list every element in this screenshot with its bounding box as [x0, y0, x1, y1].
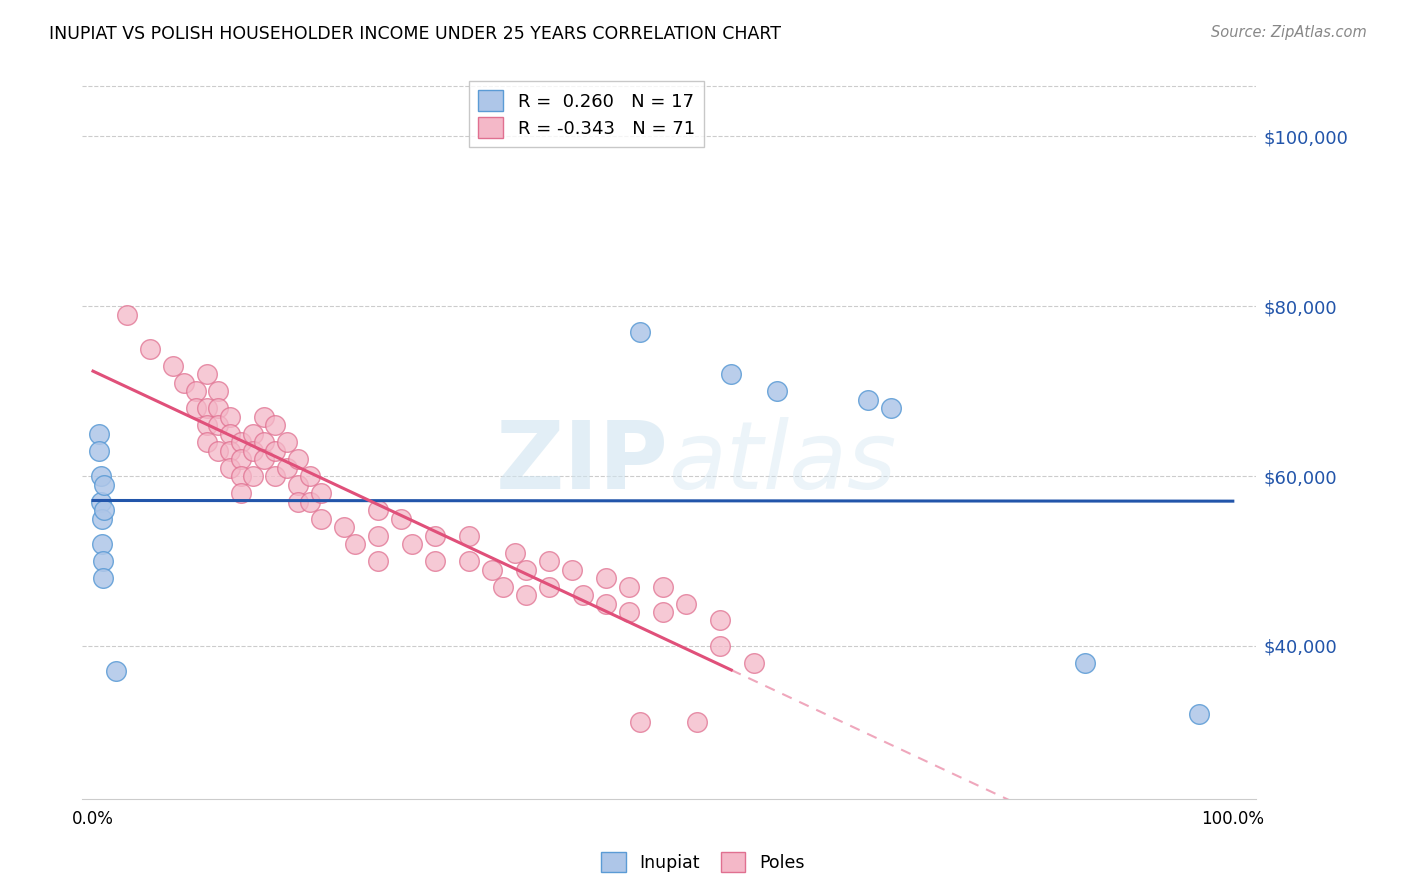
- Point: [195, 418, 218, 433]
- Point: [218, 443, 240, 458]
- Text: atlas: atlas: [669, 417, 897, 508]
- Point: [309, 486, 332, 500]
- Point: [264, 443, 287, 458]
- Point: [207, 401, 229, 416]
- Point: [207, 443, 229, 458]
- Point: [742, 656, 765, 670]
- Point: [481, 563, 503, 577]
- Point: [139, 342, 162, 356]
- Point: [628, 325, 651, 339]
- Point: [651, 580, 673, 594]
- Point: [709, 614, 731, 628]
- Point: [90, 494, 112, 508]
- Point: [595, 597, 617, 611]
- Point: [367, 554, 389, 568]
- Point: [595, 571, 617, 585]
- Point: [675, 597, 697, 611]
- Point: [253, 435, 276, 450]
- Point: [686, 715, 709, 730]
- Text: Source: ZipAtlas.com: Source: ZipAtlas.com: [1211, 25, 1367, 40]
- Point: [207, 418, 229, 433]
- Point: [515, 588, 537, 602]
- Point: [332, 520, 354, 534]
- Point: [93, 477, 115, 491]
- Point: [231, 435, 253, 450]
- Point: [104, 665, 127, 679]
- Point: [537, 580, 560, 594]
- Point: [231, 486, 253, 500]
- Point: [184, 384, 207, 399]
- Point: [1073, 656, 1095, 670]
- Point: [253, 452, 276, 467]
- Point: [458, 554, 481, 568]
- Point: [87, 443, 110, 458]
- Point: [344, 537, 367, 551]
- Point: [264, 469, 287, 483]
- Point: [218, 426, 240, 441]
- Point: [231, 469, 253, 483]
- Point: [298, 469, 321, 483]
- Point: [91, 537, 114, 551]
- Text: ZIP: ZIP: [496, 417, 669, 509]
- Point: [287, 494, 309, 508]
- Point: [651, 605, 673, 619]
- Point: [298, 494, 321, 508]
- Point: [856, 392, 879, 407]
- Point: [537, 554, 560, 568]
- Point: [276, 460, 298, 475]
- Point: [309, 511, 332, 525]
- Point: [561, 563, 583, 577]
- Point: [423, 554, 446, 568]
- Point: [880, 401, 903, 416]
- Point: [253, 409, 276, 424]
- Point: [162, 359, 184, 373]
- Point: [184, 401, 207, 416]
- Text: INUPIAT VS POLISH HOUSEHOLDER INCOME UNDER 25 YEARS CORRELATION CHART: INUPIAT VS POLISH HOUSEHOLDER INCOME UND…: [49, 25, 782, 43]
- Point: [93, 503, 115, 517]
- Point: [617, 605, 640, 619]
- Point: [218, 409, 240, 424]
- Point: [173, 376, 195, 390]
- Point: [231, 452, 253, 467]
- Point: [195, 435, 218, 450]
- Point: [90, 469, 112, 483]
- Point: [1188, 706, 1211, 721]
- Point: [264, 418, 287, 433]
- Point: [617, 580, 640, 594]
- Point: [367, 503, 389, 517]
- Point: [276, 435, 298, 450]
- Point: [287, 477, 309, 491]
- Point: [709, 639, 731, 653]
- Point: [628, 715, 651, 730]
- Point: [423, 528, 446, 542]
- Point: [91, 511, 114, 525]
- Point: [458, 528, 481, 542]
- Point: [91, 571, 114, 585]
- Point: [207, 384, 229, 399]
- Point: [242, 426, 264, 441]
- Point: [401, 537, 423, 551]
- Point: [492, 580, 515, 594]
- Point: [766, 384, 789, 399]
- Point: [87, 426, 110, 441]
- Legend: Inupiat, Poles: Inupiat, Poles: [595, 845, 811, 879]
- Point: [572, 588, 595, 602]
- Point: [287, 452, 309, 467]
- Legend: R =  0.260   N = 17, R = -0.343   N = 71: R = 0.260 N = 17, R = -0.343 N = 71: [470, 81, 704, 147]
- Point: [91, 554, 114, 568]
- Point: [367, 528, 389, 542]
- Point: [195, 401, 218, 416]
- Point: [720, 368, 742, 382]
- Point: [115, 308, 138, 322]
- Point: [242, 469, 264, 483]
- Point: [503, 545, 526, 559]
- Point: [195, 368, 218, 382]
- Point: [389, 511, 412, 525]
- Point: [515, 563, 537, 577]
- Point: [242, 443, 264, 458]
- Point: [218, 460, 240, 475]
